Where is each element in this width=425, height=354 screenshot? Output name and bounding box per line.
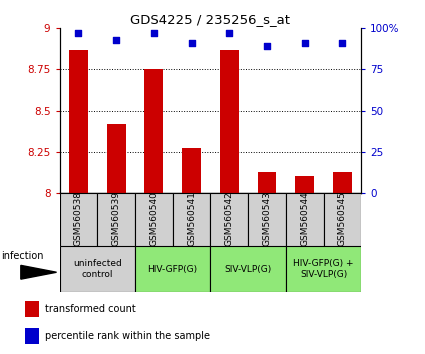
Bar — [60, 193, 97, 246]
Polygon shape — [21, 266, 57, 279]
Bar — [210, 246, 286, 292]
Point — [339, 40, 346, 46]
Bar — [60, 246, 135, 292]
Text: GSM560542: GSM560542 — [225, 191, 234, 246]
Bar — [25, 328, 39, 344]
Text: GSM560540: GSM560540 — [149, 191, 158, 246]
Text: GSM560538: GSM560538 — [74, 191, 83, 246]
Bar — [210, 193, 248, 246]
Bar — [333, 172, 352, 193]
Bar — [135, 193, 173, 246]
Bar — [135, 246, 210, 292]
Title: GDS4225 / 235256_s_at: GDS4225 / 235256_s_at — [130, 13, 290, 26]
Point — [150, 30, 157, 36]
Point — [75, 30, 82, 36]
Bar — [220, 50, 239, 193]
Text: HIV-GFP(G): HIV-GFP(G) — [147, 264, 198, 274]
Bar — [286, 246, 361, 292]
Text: GSM560539: GSM560539 — [112, 191, 121, 246]
Text: GSM560543: GSM560543 — [263, 191, 272, 246]
Point — [188, 40, 195, 46]
Bar — [286, 193, 323, 246]
Text: uninfected
control: uninfected control — [73, 259, 122, 279]
Text: HIV-GFP(G) +
SIV-VLP(G): HIV-GFP(G) + SIV-VLP(G) — [293, 259, 354, 279]
Bar — [173, 193, 210, 246]
Text: GSM560541: GSM560541 — [187, 191, 196, 246]
Point — [264, 44, 270, 49]
Bar — [182, 148, 201, 193]
Point — [301, 40, 308, 46]
Bar — [69, 50, 88, 193]
Bar — [107, 124, 125, 193]
Text: transformed count: transformed count — [45, 304, 136, 314]
Point — [113, 37, 119, 43]
Bar — [97, 193, 135, 246]
Bar — [323, 193, 361, 246]
Bar — [248, 193, 286, 246]
Bar — [295, 177, 314, 193]
Text: SIV-VLP(G): SIV-VLP(G) — [224, 264, 272, 274]
Bar — [25, 301, 39, 316]
Text: GSM560544: GSM560544 — [300, 191, 309, 246]
Bar — [144, 69, 163, 193]
Text: percentile rank within the sample: percentile rank within the sample — [45, 331, 210, 341]
Text: GSM560545: GSM560545 — [338, 191, 347, 246]
Point — [226, 30, 232, 36]
Text: infection: infection — [1, 251, 44, 261]
Bar — [258, 172, 276, 193]
